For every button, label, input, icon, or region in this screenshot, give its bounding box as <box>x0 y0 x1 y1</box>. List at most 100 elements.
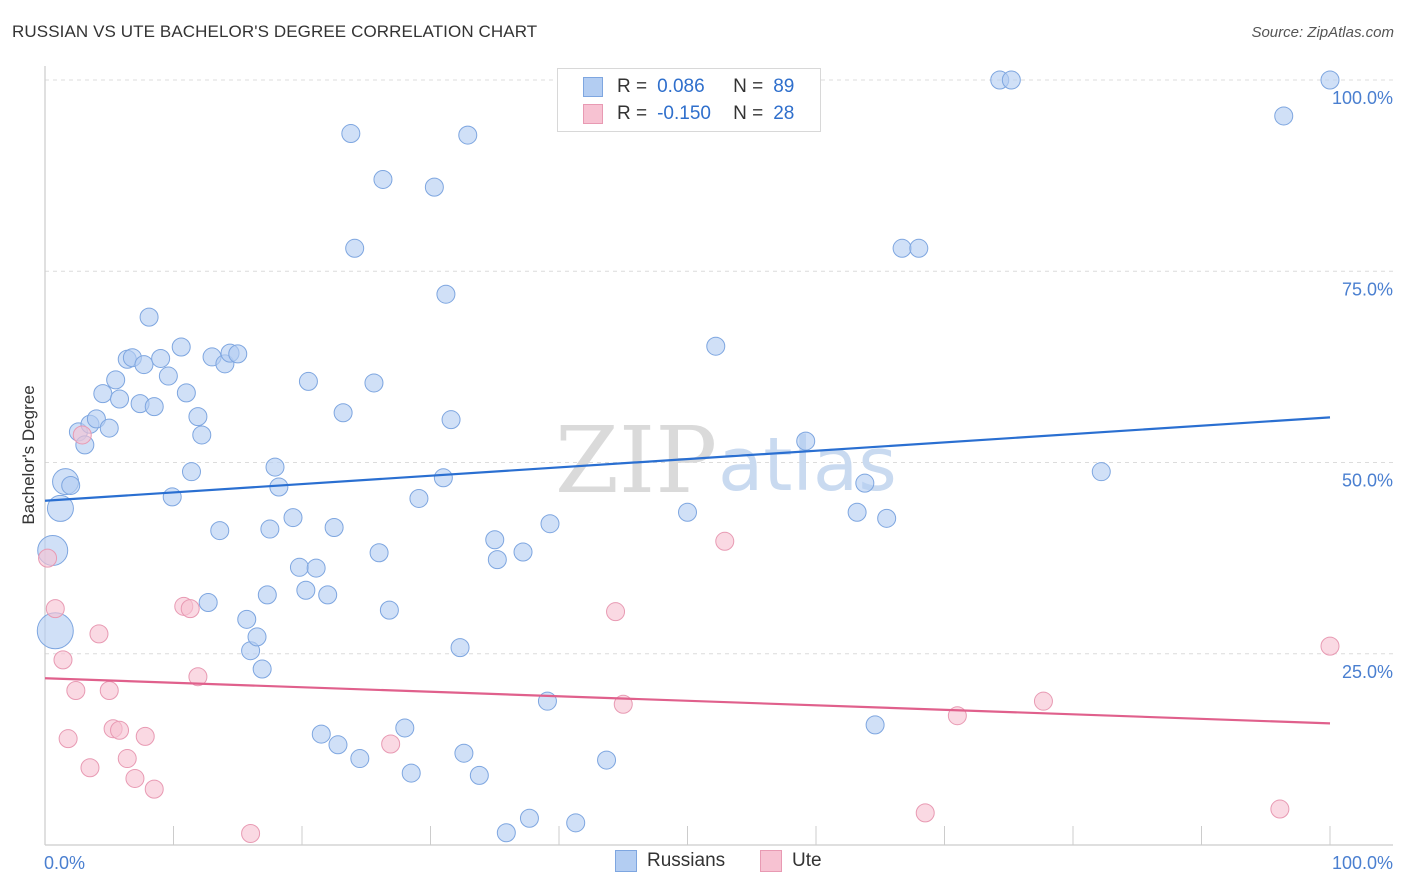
point-russians <box>265 457 285 477</box>
point-russians <box>283 508 303 528</box>
point-russians <box>401 763 421 783</box>
point-ute <box>1320 636 1340 656</box>
point-russians <box>395 718 415 738</box>
series-legend: Russians Ute <box>0 850 1406 878</box>
legend-item-russians[interactable]: Russians <box>615 850 725 872</box>
point-ute <box>125 768 145 788</box>
point-russians <box>1320 70 1340 90</box>
point-russians <box>289 557 309 577</box>
point-russians <box>892 238 912 258</box>
legend-swatch-ute <box>760 850 782 872</box>
point-russians <box>369 543 389 563</box>
point-ute <box>99 680 119 700</box>
n-value-ute: 28 <box>773 103 795 124</box>
point-russians <box>540 514 560 534</box>
trend-line-ute <box>44 677 1331 725</box>
point-russians <box>379 600 399 620</box>
point-russians <box>260 519 280 539</box>
point-russians <box>706 336 726 356</box>
n-label: N = <box>733 76 764 97</box>
point-russians <box>171 337 191 357</box>
point-russians <box>1001 70 1021 90</box>
point-russians <box>144 397 164 417</box>
points-layer <box>36 70 1340 844</box>
point-ute <box>38 548 58 568</box>
point-russians <box>324 518 344 538</box>
point-russians <box>198 592 218 612</box>
trend-layer <box>44 416 1331 725</box>
point-russians <box>487 550 507 570</box>
r-label: R = <box>617 103 648 124</box>
trend-line-russians <box>44 416 1331 502</box>
point-ute <box>180 599 200 619</box>
point-ute <box>715 531 735 551</box>
point-ute <box>89 624 109 644</box>
point-ute <box>381 734 401 754</box>
stats-swatch-russians <box>583 77 603 97</box>
point-russians <box>333 403 353 423</box>
point-ute <box>80 758 100 778</box>
point-russians <box>318 585 338 605</box>
point-russians <box>247 627 267 647</box>
point-russians <box>433 468 453 488</box>
point-russians <box>93 384 113 404</box>
y-tick-label: 50.0% <box>1342 471 1393 491</box>
point-russians <box>424 177 444 197</box>
point-russians <box>61 475 81 495</box>
point-russians <box>298 371 318 391</box>
point-russians <box>162 487 182 507</box>
point-russians <box>192 425 212 445</box>
point-ute <box>72 425 92 445</box>
point-russians <box>597 750 617 770</box>
axis-layer <box>44 66 1393 846</box>
y-tick-label: 75.0% <box>1342 279 1393 299</box>
point-russians <box>296 580 316 600</box>
label-layer: 25.0% 50.0% 75.0% 100.0% 0.0% 100.0% Bachelor'… <box>19 88 1393 873</box>
point-russians <box>237 609 257 629</box>
point-ute <box>58 729 78 749</box>
point-ute <box>606 602 626 622</box>
x-tick-label: 100.0% <box>1332 853 1393 873</box>
point-russians <box>364 373 384 393</box>
legend-item-ute[interactable]: Ute <box>760 850 822 872</box>
point-russians <box>110 389 130 409</box>
point-russians <box>409 488 429 508</box>
point-ute <box>66 680 86 700</box>
x-tick-label: 0.0% <box>44 853 85 873</box>
point-ute <box>144 779 164 799</box>
point-ute <box>1033 691 1053 711</box>
legend-label-russians: Russians <box>647 850 726 871</box>
point-russians <box>257 585 277 605</box>
point-russians <box>485 530 505 550</box>
point-russians <box>210 521 230 541</box>
watermark: ZIP atlas <box>555 407 897 514</box>
point-russians <box>151 348 171 368</box>
point-russians <box>252 659 272 679</box>
point-ute <box>45 599 65 619</box>
r-label: R = <box>617 76 648 97</box>
point-ute <box>915 803 935 823</box>
point-russians <box>458 125 478 145</box>
point-russians <box>865 715 885 735</box>
point-ute <box>53 650 73 670</box>
point-russians <box>46 494 74 522</box>
chart-title: RUSSIAN VS UTE BACHELOR'S DEGREE CORRELA… <box>12 22 538 41</box>
y-tick-label: 25.0% <box>1342 662 1393 682</box>
point-russians <box>1274 106 1294 126</box>
point-russians <box>36 612 74 650</box>
point-russians <box>441 410 461 430</box>
point-russians <box>847 502 867 522</box>
point-russians <box>306 558 326 578</box>
point-russians <box>450 638 470 658</box>
point-russians <box>436 284 456 304</box>
stats-row-russians: R = 0.086 N = 89 <box>558 74 794 100</box>
point-russians <box>106 370 126 390</box>
point-russians <box>496 823 516 843</box>
watermark-zip: ZIP <box>555 407 717 514</box>
point-russians <box>228 344 248 364</box>
point-russians <box>350 749 370 769</box>
point-russians <box>86 409 106 429</box>
point-ute <box>135 726 155 746</box>
stats-legend: R = 0.086 N = 89 R = -0.150 N = 28 <box>557 68 821 132</box>
point-russians <box>311 724 331 744</box>
